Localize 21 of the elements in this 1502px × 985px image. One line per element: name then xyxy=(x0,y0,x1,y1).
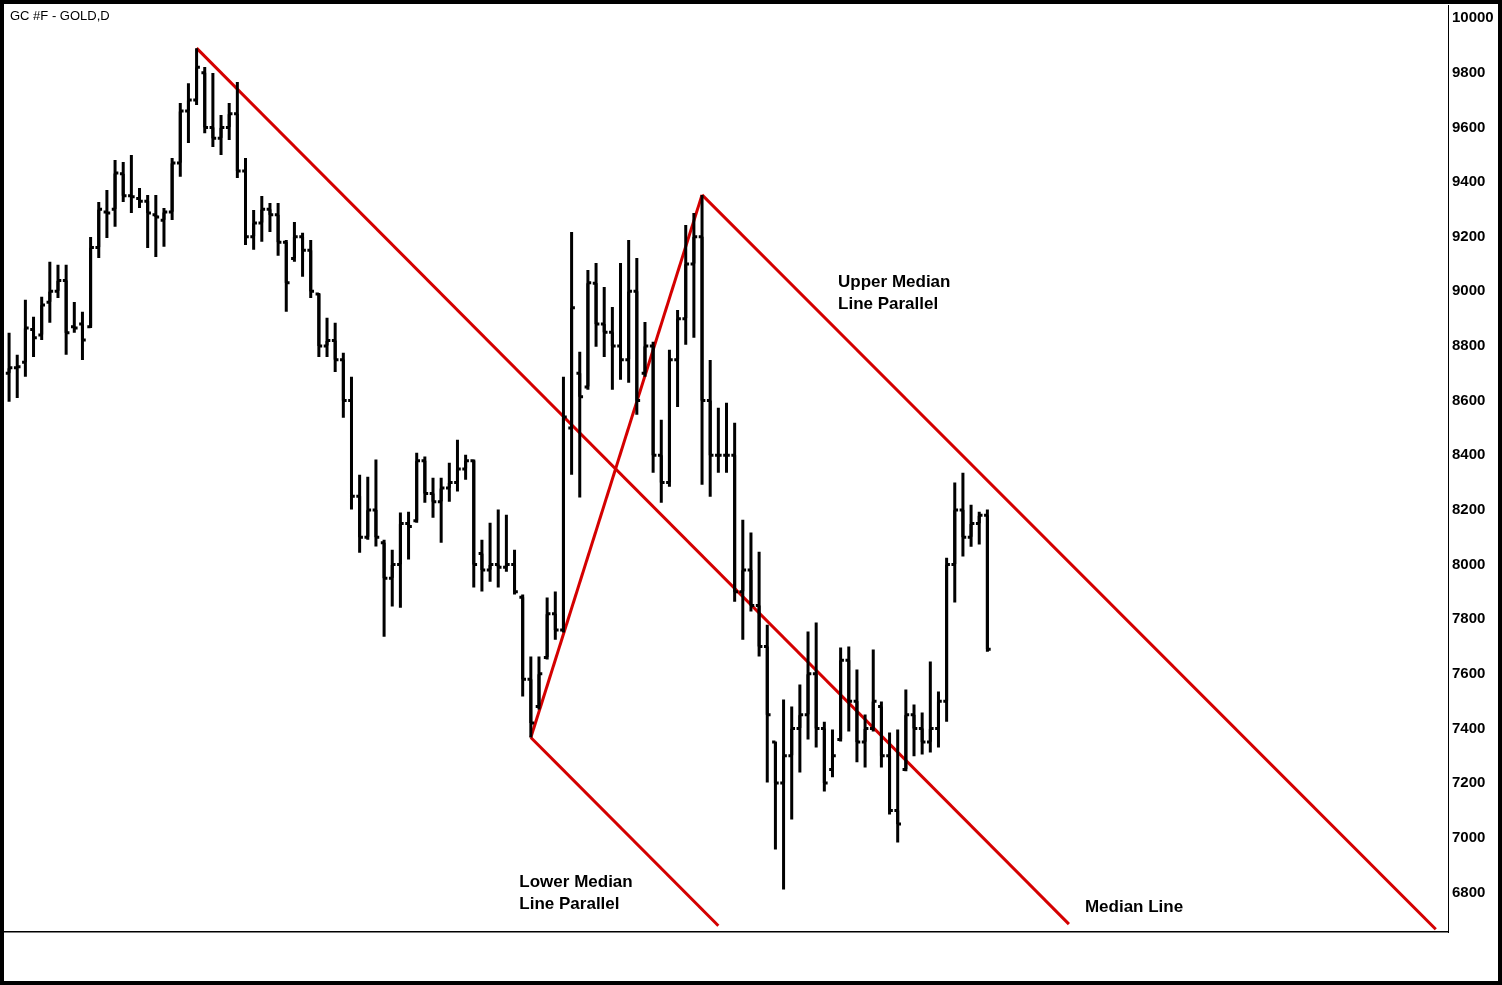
y-tick-label: 7000 xyxy=(1452,827,1486,845)
y-tick-label: 7800 xyxy=(1452,609,1486,627)
y-tick-label: 8600 xyxy=(1452,390,1486,408)
y-tick-label: 9400 xyxy=(1452,172,1486,190)
y-tick-label: 9200 xyxy=(1452,226,1486,244)
y-tick-label: 9000 xyxy=(1452,281,1486,299)
y-tick-label: 7600 xyxy=(1452,663,1486,681)
y-tick-label: 9600 xyxy=(1452,117,1486,135)
y-tick-label: 8800 xyxy=(1452,336,1486,354)
y-tick-label: 7400 xyxy=(1452,718,1486,736)
y-tick-label: 10000 xyxy=(1452,8,1494,26)
series-label: Median Line xyxy=(1084,897,1184,917)
y-tick-label: 6800 xyxy=(1452,882,1486,900)
series-label: Upper Median Line Parallel xyxy=(838,271,951,313)
y-tick-label: 7200 xyxy=(1452,773,1486,791)
y-tick-label: 8000 xyxy=(1452,554,1486,572)
y-tick-label: 8400 xyxy=(1452,445,1486,463)
chart-title: GC #F - GOLD,D xyxy=(10,8,110,23)
series-label: Lower Median Line Parallel xyxy=(519,871,633,913)
y-tick-label: 9800 xyxy=(1452,62,1486,80)
y-tick-label: 8200 xyxy=(1452,500,1486,518)
